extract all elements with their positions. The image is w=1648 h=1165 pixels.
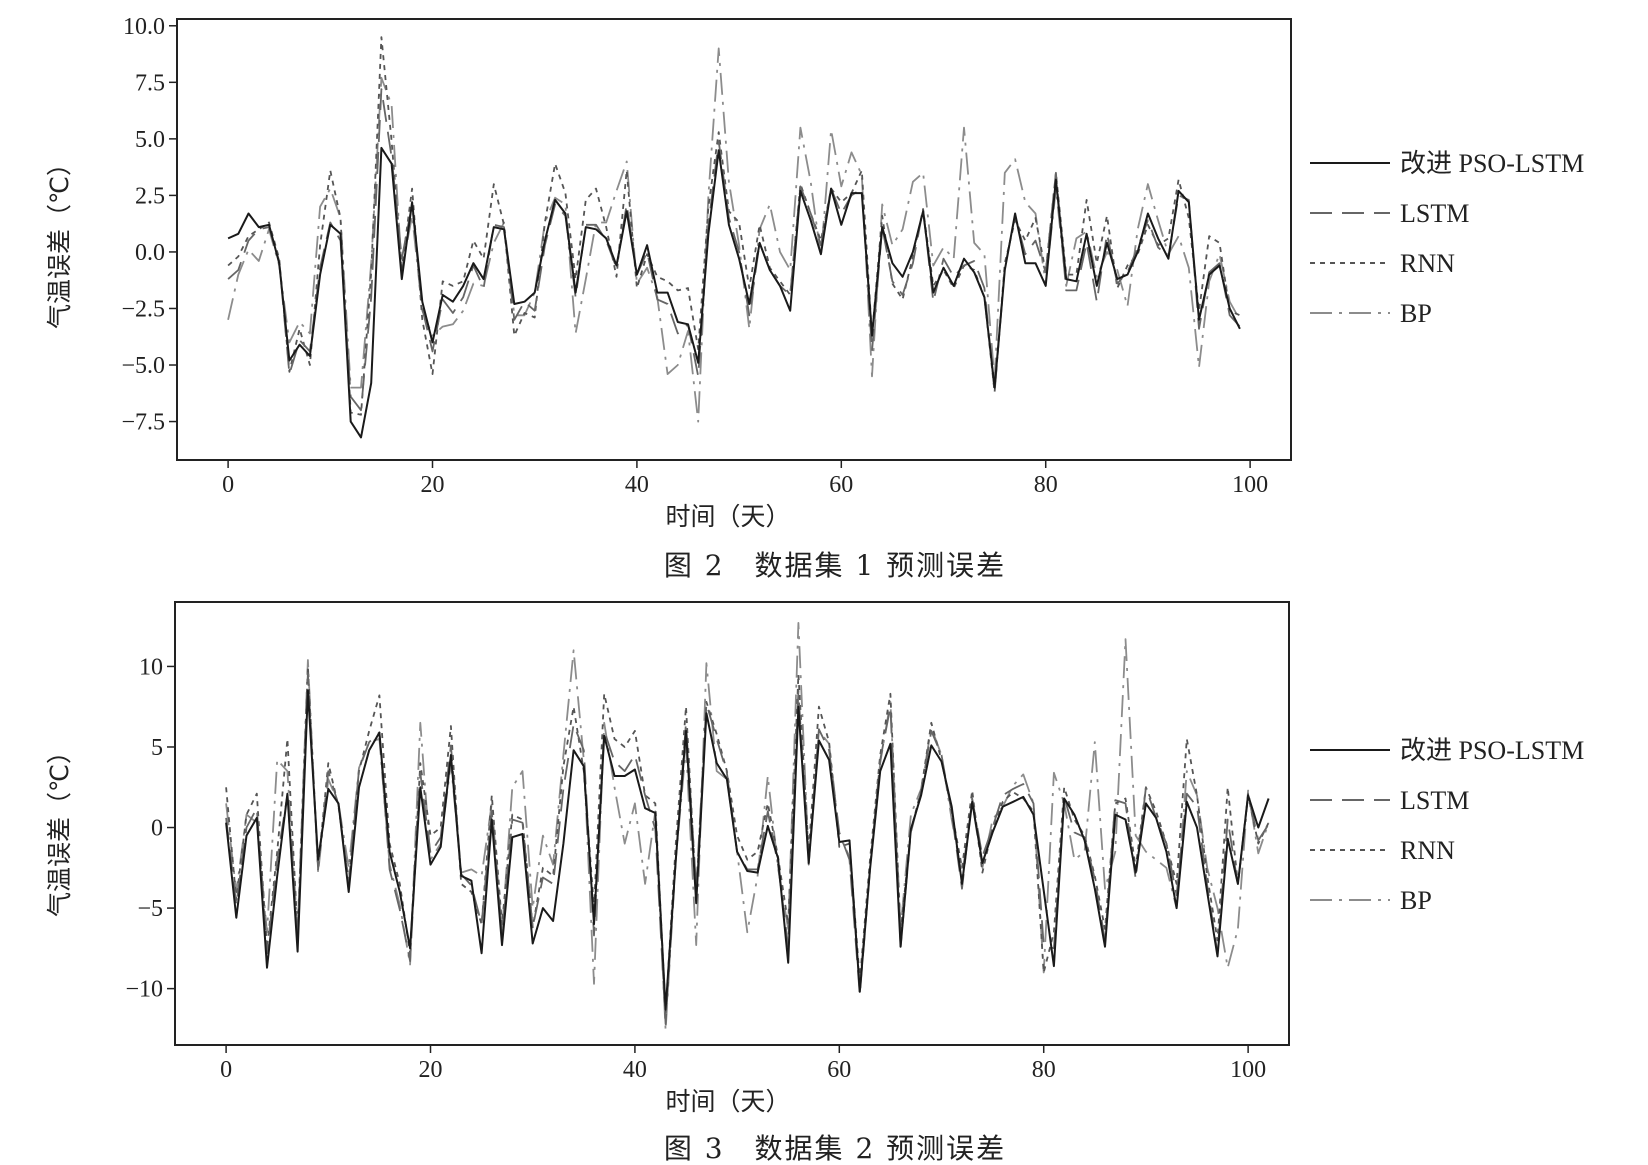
y-tick-label: 10.0	[123, 14, 165, 40]
legend-label: LSTM	[1400, 199, 1469, 228]
x-axis-1: 0 20 40 60 80 100	[222, 460, 1268, 498]
chart-dataset-1: 0 20 40 60 80 100 −7.5 −5.0 −2.5 0.0 2.5 5.0 7.5 10.…	[45, 14, 1584, 582]
x-tick-label: 0	[220, 1057, 232, 1083]
y-tick-label: −5.0	[121, 353, 165, 379]
figure-caption-2: 图 3 数据集 2 预测误差	[664, 1132, 1006, 1165]
y-tick-label: −10	[125, 977, 163, 1003]
y-tick-label: 7.5	[135, 70, 165, 96]
y-axis-label-2: 气温误差（℃）	[45, 739, 74, 917]
y-tick-label: 0	[151, 816, 163, 842]
y-tick-label: 2.5	[135, 183, 165, 209]
x-axis-2: 0 20 40 60 80 100	[220, 1045, 1266, 1083]
series-line-bp	[227, 47, 1241, 423]
plot-frame-1	[176, 18, 1292, 461]
legend-2: 改进 PSO-LSTM LSTM RNN BP	[1310, 736, 1584, 915]
x-tick-label: 20	[419, 1057, 443, 1083]
x-tick-label: 100	[1230, 1057, 1266, 1083]
series-line-rnn	[225, 665, 1270, 1014]
y-tick-label: −2.5	[121, 296, 165, 322]
series-line-改进-pso-lstm	[225, 689, 1270, 1011]
x-tick-label: 60	[827, 1057, 851, 1083]
y-tick-label: 10	[139, 654, 163, 680]
x-tick-label: 40	[623, 1057, 647, 1083]
y-tick-label: 5.0	[135, 127, 165, 153]
series-line-改进-pso-lstm	[227, 146, 1241, 439]
legend-label: BP	[1400, 299, 1432, 328]
legend-label: RNN	[1400, 836, 1455, 865]
y-axis-2: −10 −5 0 5 10	[125, 654, 175, 1003]
x-tick-label: 80	[1032, 1057, 1056, 1083]
y-tick-label: 0.0	[135, 240, 165, 266]
series-lines-1	[227, 36, 1241, 439]
series-line-rnn	[227, 36, 1241, 416]
y-tick-label: −7.5	[121, 410, 165, 436]
series-lines-2	[225, 622, 1270, 1032]
y-axis-label-1: 气温误差（℃）	[45, 151, 74, 329]
legend-label: 改进 PSO-LSTM	[1400, 149, 1584, 178]
x-tick-label: 100	[1232, 472, 1268, 498]
chart-dataset-2: 0 20 40 60 80 100 −10 −5 0 5 10 时间（天） 气温误差（℃） 图 3…	[45, 601, 1584, 1165]
figure-caption-1: 图 2 数据集 1 预测误差	[664, 549, 1006, 582]
series-line-lstm	[227, 88, 1241, 412]
legend-label: 改进 PSO-LSTM	[1400, 736, 1584, 765]
x-axis-label-2: 时间（天）	[665, 1087, 790, 1116]
legend-label: LSTM	[1400, 786, 1469, 815]
y-tick-label: −5	[137, 896, 163, 922]
legend-label: BP	[1400, 886, 1432, 915]
x-tick-label: 80	[1034, 472, 1058, 498]
x-axis-label-1: 时间（天）	[665, 502, 790, 531]
plot-frame-2	[174, 601, 1290, 1046]
legend-1: 改进 PSO-LSTM LSTM RNN BP	[1310, 149, 1584, 328]
legend-label: RNN	[1400, 249, 1455, 278]
y-tick-label: 5	[151, 735, 163, 761]
x-tick-label: 0	[222, 472, 234, 498]
x-tick-label: 40	[625, 472, 649, 498]
x-tick-label: 20	[421, 472, 445, 498]
y-axis-1: −7.5 −5.0 −2.5 0.0 2.5 5.0 7.5 10.0	[121, 14, 177, 436]
series-line-bp	[225, 622, 1270, 1032]
x-tick-label: 60	[829, 472, 853, 498]
